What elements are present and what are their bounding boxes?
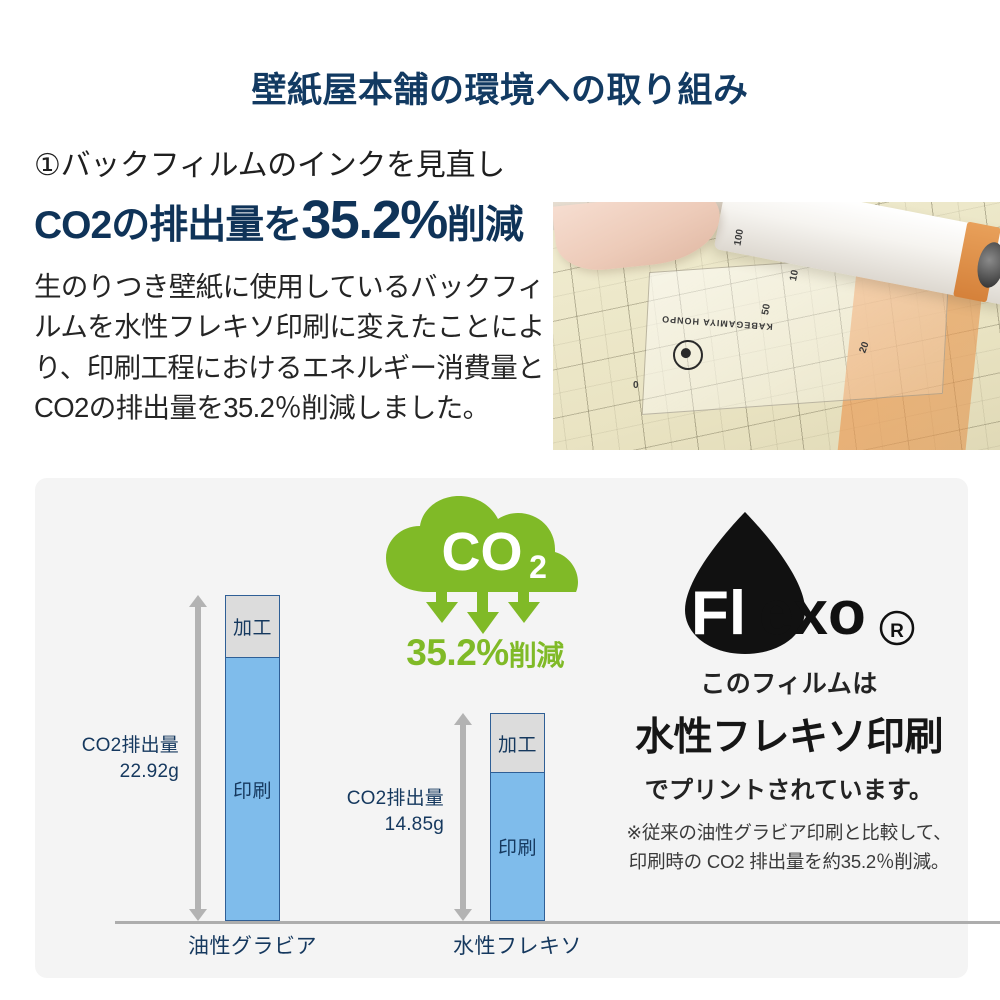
co2-reduction-text: 35.2%削減 [370, 632, 600, 674]
bar2-total-value: 14.85g [384, 813, 444, 835]
intro-heading-number: 35.2% [301, 190, 448, 251]
co2-reduction-word: 削減 [508, 640, 565, 671]
bar1-total-label: CO2排出量 22.92g [55, 733, 179, 784]
arrow-head-down [454, 909, 472, 921]
bar1-total-value: 22.92g [119, 760, 179, 782]
svg-text:Fl: Fl [691, 579, 746, 648]
page-title: 壁紙屋本舗の環境への取り組み [251, 71, 749, 110]
intro-heading-secondary: CO2の排出量を35.2%削減 [34, 191, 546, 250]
bar2-segment-printing: 印刷 [491, 773, 544, 920]
svg-text:R: R [890, 621, 904, 642]
flexo-footnote-line2: 印刷時の CO2 排出量を約35.2％削減。 [628, 850, 950, 872]
photo-tick-10: 10 [788, 268, 802, 283]
bar1-segment-printing: 印刷 [226, 658, 279, 920]
chart-baseline-axis [115, 921, 1000, 924]
arrow-head-down [189, 909, 207, 921]
intro-heading-prefix: CO2の排出量を [34, 204, 302, 248]
flexo-droplet-icon: Fl exo R [685, 512, 915, 654]
bar2-measure-arrow-icon [454, 713, 472, 921]
flexo-caption-line1: このフィルムは [700, 670, 878, 698]
bar1-total-caption: CO2排出量 [81, 735, 179, 756]
photo-tick-0: 0 [633, 380, 639, 391]
wallpaper-backfilm-photo: KABEGAMIYA HONPO 0 10 50 100 20 [553, 202, 1000, 450]
arrow-head-up [454, 713, 472, 725]
photo-tick-50: 50 [760, 303, 773, 316]
flexo-footnote: ※従来の油性グラビア印刷と比較して、 印刷時の CO2 排出量を約35.2％削減… [610, 819, 968, 876]
x-axis-label-water-flexo: 水性フレキソ [453, 935, 582, 958]
bar2-segment-processing: 加工 [491, 714, 544, 773]
arrow-shaft [195, 605, 201, 911]
co2-bar-chart: 加工 印刷 CO2排出量 22.92g 加工 印刷 CO2排出量 14.85g … [35, 478, 582, 978]
comparison-panel: 加工 印刷 CO2排出量 22.92g 加工 印刷 CO2排出量 14.85g … [35, 478, 1000, 978]
intro-heading-primary: ①バックフィルムのインクを見直し [34, 149, 505, 182]
svg-text:2: 2 [529, 549, 547, 585]
intro-body-text: 生のりつき壁紙に使用しているバックフィルムを水性フレキソ印刷に変えたことにより、… [34, 270, 545, 424]
svg-text:exo: exo [759, 579, 866, 648]
intro-heading-suffix: 削減 [446, 204, 524, 248]
bar1-measure-arrow-icon [189, 595, 207, 921]
bar-water-flexo: 加工 印刷 [490, 713, 545, 921]
bar2-total-label: CO2排出量 14.85g [320, 786, 444, 837]
arrow-head-up [189, 595, 207, 607]
bar-oil-gravure: 加工 印刷 [225, 595, 280, 921]
flexo-certification-block: Fl exo R このフィルムは 水性フレキソ印刷 でプリントされています。 ※… [610, 506, 968, 876]
arrow-shaft [460, 723, 466, 911]
intro-section: ①バックフィルムのインクを見直し CO2の排出量を35.2%削減 生のりつき壁紙… [34, 148, 546, 428]
svg-text:CO: CO [442, 522, 523, 582]
bar2-total-caption: CO2排出量 [346, 788, 444, 809]
x-axis-label-oil-gravure: 油性グラビア [188, 935, 317, 958]
flexo-footnote-line1: ※従来の油性グラビア印刷と比較して、 [626, 822, 952, 843]
bar1-segment-processing: 加工 [226, 596, 279, 658]
co2-reduction-value: 35.2% [406, 632, 509, 673]
flexo-caption-line3: でプリントされています。 [644, 777, 934, 804]
flexo-caption-line2: 水性フレキソ印刷 [634, 716, 944, 759]
co2-reduction-callout: CO 2 35.2%削減 [370, 490, 600, 700]
flexo-logo: Fl exo R [610, 506, 968, 656]
co2-cloud-icon: CO 2 [386, 496, 578, 634]
